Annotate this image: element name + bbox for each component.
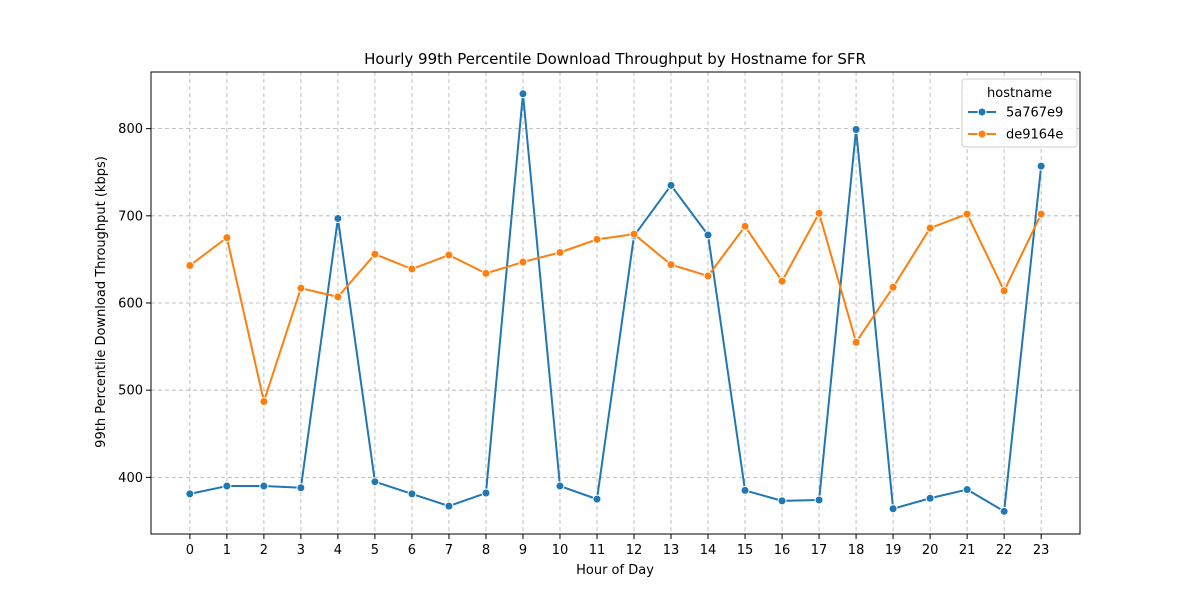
data-point — [962, 485, 972, 495]
data-point — [333, 292, 343, 302]
x-tick-label: 14 — [700, 543, 717, 558]
data-point — [407, 489, 417, 499]
series-5a767e9 — [185, 89, 1046, 516]
x-tick-label: 1 — [223, 543, 231, 558]
x-tick-label: 18 — [848, 543, 865, 558]
data-point — [740, 485, 750, 495]
data-point — [888, 282, 898, 292]
data-point — [259, 397, 269, 407]
data-point — [296, 483, 306, 493]
data-point — [555, 481, 565, 491]
x-tick-label: 9 — [519, 543, 527, 558]
data-point — [370, 477, 380, 487]
y-tick-label: 800 — [118, 122, 143, 137]
data-point — [518, 257, 528, 267]
data-point — [518, 89, 528, 99]
data-point — [1036, 209, 1046, 219]
legend-title: hostname — [987, 86, 1052, 101]
data-point — [444, 250, 454, 260]
data-point — [703, 271, 713, 281]
data-point — [925, 493, 935, 503]
y-tick-label: 400 — [118, 471, 143, 486]
x-tick-label: 11 — [589, 543, 606, 558]
grid — [151, 72, 1080, 534]
data-point — [851, 125, 861, 135]
data-point — [814, 495, 824, 505]
data-point — [555, 247, 565, 257]
data-point — [925, 223, 935, 233]
y-axis-ticks: 400 500 600 700 800 — [118, 122, 151, 486]
x-tick-label: 6 — [408, 543, 416, 558]
data-point — [999, 506, 1009, 516]
data-point — [222, 481, 232, 491]
x-tick-label: 15 — [737, 543, 754, 558]
x-tick-label: 17 — [811, 543, 828, 558]
legend-marker — [977, 129, 987, 139]
y-tick-label: 500 — [118, 384, 143, 399]
x-tick-label: 19 — [885, 543, 902, 558]
data-point — [259, 481, 269, 491]
data-point — [407, 264, 417, 274]
data-point — [481, 268, 491, 278]
series-line — [189, 212, 1043, 403]
series-group — [185, 89, 1046, 516]
data-point — [666, 180, 676, 190]
data-point — [777, 496, 787, 506]
data-point — [851, 337, 861, 347]
data-point — [814, 208, 824, 218]
x-tick-label: 5 — [371, 543, 379, 558]
y-tick-label: 600 — [118, 297, 143, 312]
x-tick-label: 21 — [959, 543, 976, 558]
chart-title: Hourly 99th Percentile Download Throughp… — [364, 50, 866, 68]
data-point — [740, 221, 750, 231]
x-tick-label: 23 — [1033, 543, 1050, 558]
x-tick-label: 13 — [663, 543, 680, 558]
x-tick-label: 12 — [626, 543, 643, 558]
legend-entry: 5a767e9 — [968, 106, 1063, 121]
x-axis-ticks: 0 1 2 3 4 5 6 7 8 9 10 11 12 13 14 15 16 17 18 19 20 21 22 23 — [186, 534, 1050, 558]
data-point — [888, 504, 898, 514]
x-axis-label: Hour of Day — [576, 563, 654, 578]
legend-label: 5a767e9 — [1006, 106, 1063, 121]
x-tick-label: 3 — [297, 543, 305, 558]
data-point — [296, 283, 306, 293]
data-point — [481, 488, 491, 498]
x-tick-label: 8 — [482, 543, 490, 558]
y-tick-label: 700 — [118, 209, 143, 224]
data-point — [185, 489, 195, 499]
legend-marker — [977, 107, 987, 117]
data-point — [592, 234, 602, 244]
data-point — [1036, 161, 1046, 171]
data-point — [333, 213, 343, 223]
legend: hostname 5a767e9 de9164e — [961, 78, 1078, 148]
data-point — [962, 209, 972, 219]
data-point — [222, 233, 232, 243]
data-point — [703, 230, 713, 240]
x-tick-label: 22 — [996, 543, 1013, 558]
series-de9164e — [185, 208, 1046, 407]
x-tick-label: 4 — [334, 543, 342, 558]
data-point — [444, 501, 454, 511]
data-point — [666, 260, 676, 270]
legend-entries: 5a767e9 de9164e — [968, 106, 1063, 143]
legend-label: de9164e — [1006, 128, 1063, 143]
x-tick-label: 20 — [922, 543, 939, 558]
data-point — [592, 494, 602, 504]
data-point — [999, 286, 1009, 296]
x-tick-label: 0 — [186, 543, 194, 558]
data-point — [629, 229, 639, 239]
series-line — [189, 92, 1043, 513]
x-tick-label: 10 — [552, 543, 569, 558]
data-point — [370, 249, 380, 259]
x-tick-label: 2 — [260, 543, 268, 558]
x-tick-label: 7 — [445, 543, 453, 558]
data-point — [777, 276, 787, 286]
legend-box — [961, 78, 1078, 148]
x-tick-label: 16 — [774, 543, 791, 558]
legend-entry: de9164e — [968, 128, 1063, 143]
y-axis-label: 99th Percentile Download Throughput (kbp… — [94, 156, 109, 448]
data-point — [185, 261, 195, 271]
